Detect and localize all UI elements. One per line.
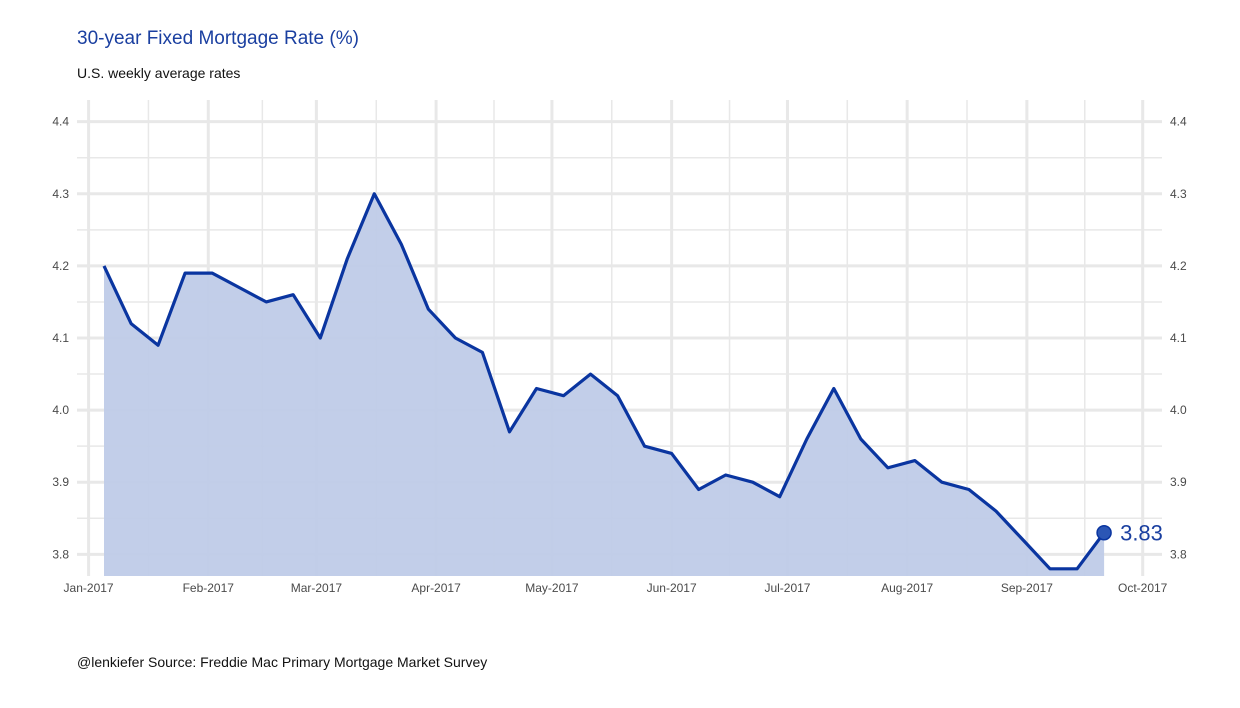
y-tick-label-left: 4.3 <box>52 187 69 201</box>
chart-caption: @lenkiefer Source: Freddie Mac Primary M… <box>77 654 488 670</box>
chart-title: 30-year Fixed Mortgage Rate (%) <box>77 28 359 49</box>
y-tick-label-left: 4.2 <box>52 259 69 273</box>
last-value-point <box>1096 524 1112 541</box>
x-tick-label: Aug-2017 <box>881 581 933 595</box>
x-axis: Jan-2017 Feb-2017 Mar-2017 Apr-2017 May-2017… <box>64 581 1168 595</box>
y-tick-label-right: 3.8 <box>1170 547 1187 561</box>
chart-subtitle: U.S. weekly average rates <box>77 65 241 81</box>
x-tick-label: Jun-2017 <box>647 581 697 595</box>
x-tick-label: Oct-2017 <box>1118 581 1168 595</box>
y-tick-label-right: 4.2 <box>1170 259 1187 273</box>
y-tick-label-right: 3.9 <box>1170 475 1187 489</box>
x-tick-label: Apr-2017 <box>411 581 461 595</box>
rate-line <box>102 192 1106 571</box>
x-tick-label: Sep-2017 <box>1001 581 1053 595</box>
y-tick-label-right: 4.0 <box>1170 403 1187 417</box>
y-axis-left: 3.8 3.9 4.0 4.1 4.2 4.3 4.4 <box>52 115 69 562</box>
y-axis-right: 3.8 3.9 4.0 4.1 4.2 4.3 4.4 <box>1170 115 1187 562</box>
y-tick-label-left: 3.9 <box>52 475 69 489</box>
x-tick-label: Feb-2017 <box>183 581 235 595</box>
y-tick-label-right: 4.3 <box>1170 187 1187 201</box>
x-tick-label: May-2017 <box>525 581 579 595</box>
y-tick-label-left: 4.1 <box>52 331 69 345</box>
last-value-label: 3.83 <box>1120 521 1163 546</box>
y-tick-label-right: 4.1 <box>1170 331 1187 345</box>
x-tick-label: Jan-2017 <box>64 581 114 595</box>
y-tick-label-left: 4.4 <box>52 115 69 129</box>
y-tick-label-right: 4.4 <box>1170 115 1187 129</box>
y-tick-label-left: 4.0 <box>52 403 69 417</box>
x-tick-label: Jul-2017 <box>764 581 810 595</box>
y-tick-label-left: 3.8 <box>52 547 69 561</box>
x-tick-label: Mar-2017 <box>291 581 343 595</box>
